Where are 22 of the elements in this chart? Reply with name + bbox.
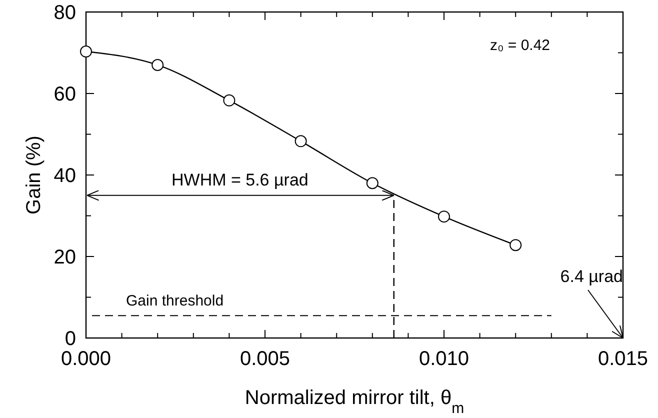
x-tick-label: 0.015 xyxy=(598,348,648,370)
annotation: 6.4 µrad xyxy=(560,267,623,286)
point xyxy=(510,239,522,252)
point xyxy=(438,210,450,223)
y-tick-label: 80 xyxy=(54,2,76,24)
y-axis-title: Gain (%) xyxy=(23,136,45,214)
y-tick-label: 20 xyxy=(54,246,76,268)
x-tick-label: 0.010 xyxy=(418,348,470,370)
annotation: HWHM = 5.6 µrad xyxy=(172,170,308,190)
x-axis-title: Normalized mirror tilt, θ$_{m}$ xyxy=(244,387,464,416)
ref-line-label: Gain threshold xyxy=(126,292,224,310)
y-tick-label: 40 xyxy=(54,165,76,187)
point xyxy=(80,46,92,58)
x-tick-label: 0.005 xyxy=(240,348,290,370)
x-tick-label: 0.000 xyxy=(60,348,112,370)
point xyxy=(294,135,307,148)
annotation: z₀ = 0.42 xyxy=(490,37,550,54)
point xyxy=(152,58,164,71)
y-tick-label: 60 xyxy=(54,84,76,106)
point xyxy=(223,94,236,106)
y-tick-label: 0 xyxy=(64,328,76,350)
point xyxy=(366,177,378,190)
